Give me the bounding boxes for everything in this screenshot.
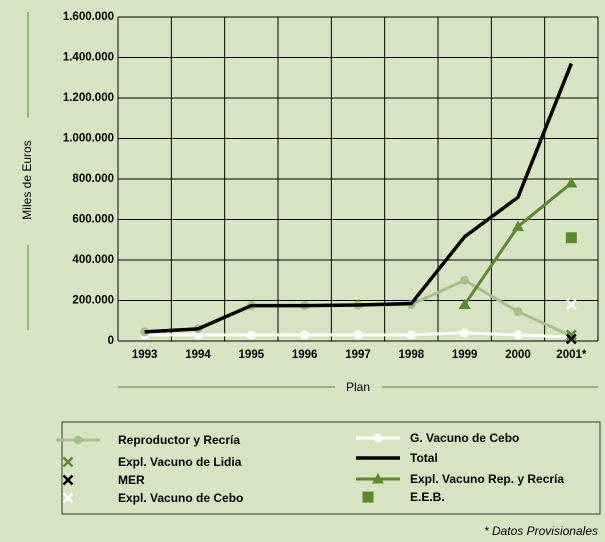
legend-item: Expl. Vacuno Rep. y Recría [356,472,564,486]
marker [62,456,74,468]
marker [565,232,577,244]
marker [513,330,523,340]
legend-label: Expl. Vacuno de Cebo [118,491,243,505]
y-tick-label: 400.000 [72,254,114,266]
legend-item: MER [62,473,145,487]
y-tick-label: 600.000 [72,214,114,226]
marker [513,307,523,317]
marker [460,275,470,285]
marker [512,220,524,232]
legend-item: Expl. Vacuno de Lidia [62,455,242,469]
x-tick-label: 1996 [292,349,318,361]
y-tick-label: 1.200.000 [63,92,114,104]
legend-box [61,421,601,515]
y-tick-label: 0 [108,335,114,347]
marker [565,177,578,188]
footnote: * Datos Provisionales [484,524,598,538]
marker [62,492,74,504]
x-tick-label: 2000 [505,349,531,361]
legend-item: Reproductor y Recría [56,433,240,447]
x-tick-label: 1995 [239,349,265,361]
x-tick-label: 2001* [556,349,587,361]
marker [406,330,416,340]
legend-label: E.E.B. [410,490,445,504]
legend-label: MER [118,473,145,487]
marker [372,473,384,484]
x-tick-label: 1999 [452,349,478,361]
y-tick-label: 800.000 [72,173,114,185]
marker [373,433,383,443]
marker [460,328,470,338]
marker [565,299,577,310]
marker [353,330,363,340]
legend-label: Reproductor y Recría [118,433,240,447]
y-tick-label: 1.000.000 [63,133,114,145]
x-axis-label: Plan [346,380,370,394]
series-line [144,62,573,334]
legend-item: Expl. Vacuno de Cebo [62,491,243,505]
marker [300,330,310,340]
legend-item: Total [356,451,438,465]
legend-item: G. Vacuno de Cebo [356,431,519,445]
marker [246,330,256,340]
marker [565,333,577,345]
x-tick-label: 1993 [132,349,158,361]
legend-label: Expl. Vacuno de Lidia [118,455,242,469]
marker [362,491,374,503]
marker [62,474,74,486]
legend-label: G. Vacuno de Cebo [410,431,519,445]
legend-label: Expl. Vacuno Rep. y Recría [410,472,564,486]
x-tick-label: 1998 [399,349,425,361]
y-axis-label: Miles de Euros [20,140,34,219]
x-tick-label: 1994 [185,349,211,361]
marker [73,435,83,445]
legend-item: E.E.B. [362,490,445,504]
marker [458,298,471,310]
marker [565,329,577,341]
x-tick-label: 1997 [345,349,371,361]
legend-label: Total [410,451,438,465]
y-tick-label: 1.600.000 [63,11,114,23]
y-tick-label: 1.400.000 [63,52,114,64]
y-tick-label: 200.000 [72,295,114,307]
